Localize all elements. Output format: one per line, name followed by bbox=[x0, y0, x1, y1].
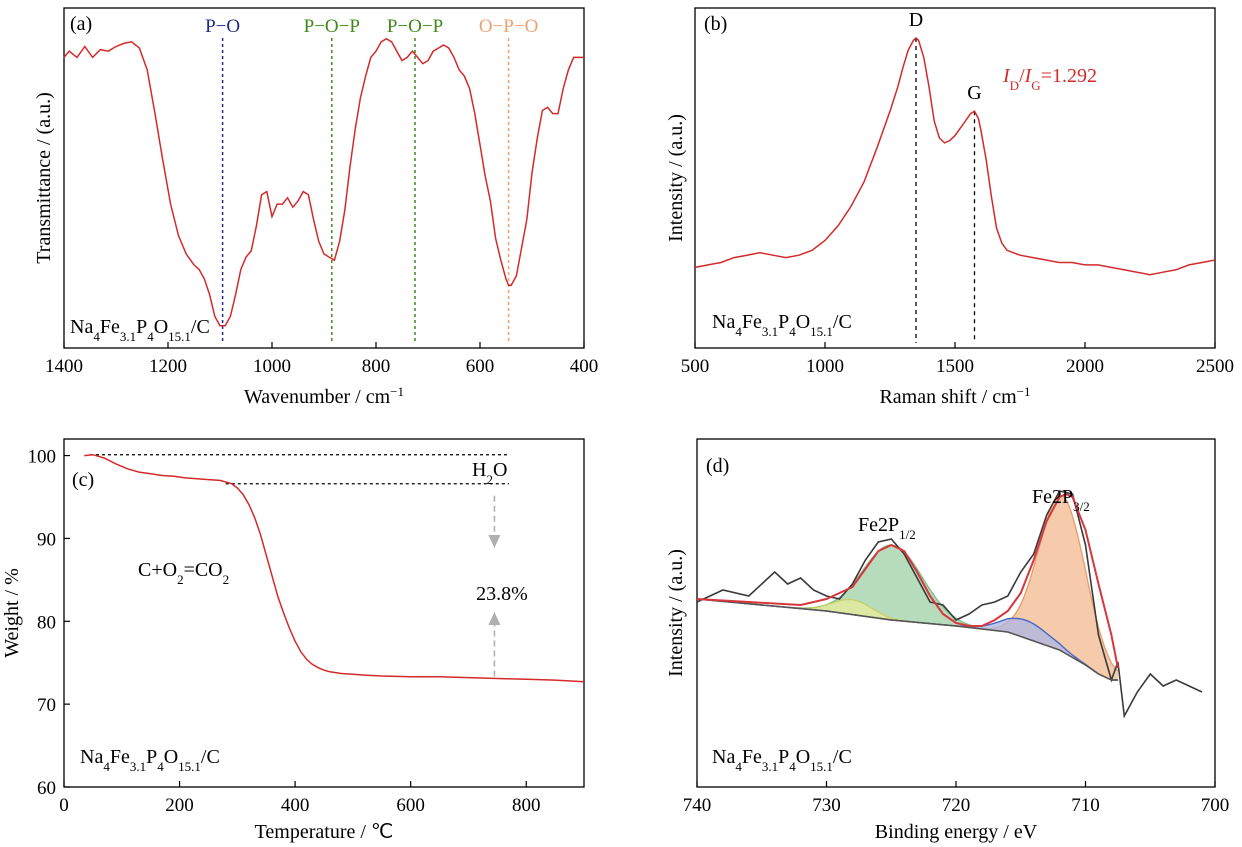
arrow-head-c bbox=[488, 535, 501, 548]
panel-d-marks: 740 730 720 710 700 bbox=[683, 490, 1230, 816]
x-tick-label-b: 2000 bbox=[1066, 356, 1104, 377]
arrow-head-c bbox=[488, 612, 501, 625]
x-tick-label-b: 1000 bbox=[806, 356, 844, 377]
x-tick-label-d: 740 bbox=[683, 795, 712, 816]
mass-loss-label-c: 23.8% bbox=[476, 583, 528, 605]
panel-b-marks: 500 1000 1500 2000 2500 D G bbox=[681, 9, 1234, 377]
panel-d: 740 730 720 710 700 (d) Fe2P1/2 Fe2P3/2 Na4F… bbox=[665, 438, 1230, 843]
x-tick-label-a: 600 bbox=[466, 356, 495, 377]
water-label-c: H2O bbox=[472, 459, 507, 487]
y-tick-label-c: 80 bbox=[37, 612, 56, 633]
x-tick-label-b: 500 bbox=[681, 356, 710, 377]
series-line-b bbox=[694, 36, 1216, 276]
x-tick-label-d: 710 bbox=[1071, 795, 1100, 816]
panel-a-marks: 1400 1200 1000 800 600 400 P−O P−O−P P−O−P O−P−O bbox=[45, 16, 598, 377]
background-line-d bbox=[696, 598, 1118, 681]
x-tick-label-b: 1500 bbox=[936, 356, 974, 377]
sample-label-d: Na4Fe3.1P4O15.1/C bbox=[712, 746, 852, 774]
plot-frame-c bbox=[63, 438, 585, 788]
panel-tag-b: (b) bbox=[704, 13, 727, 35]
x-tick-label-a: 400 bbox=[570, 356, 599, 377]
x-tick-label-a: 1200 bbox=[149, 356, 187, 377]
y-tick-label-c: 100 bbox=[28, 447, 57, 468]
component-area-d bbox=[697, 599, 1118, 680]
y-axis-label-c: Weight / % bbox=[1, 568, 23, 657]
x-axis-label-c: Temperature / ℃ bbox=[255, 821, 394, 843]
sample-label-c: Na4Fe3.1P4O15.1/C bbox=[80, 746, 220, 774]
annotation-label-a: O−P−O bbox=[479, 16, 538, 37]
annotation-label-a: P−O−P bbox=[304, 16, 360, 37]
raw-data-line-d bbox=[696, 490, 1203, 719]
x-tick-label-c: 0 bbox=[59, 795, 69, 816]
plot-frame-a bbox=[63, 7, 585, 349]
component-area-d bbox=[697, 495, 1118, 680]
panel-tag-d: (d) bbox=[706, 455, 729, 477]
y-axis-label-d: Intensity / (a.u.) bbox=[665, 549, 687, 677]
series-line-c bbox=[84, 453, 585, 683]
y-tick-label-c: 90 bbox=[37, 529, 56, 550]
x-tick-label-a: 1000 bbox=[253, 356, 291, 377]
panel-tag-a: (a) bbox=[70, 13, 92, 35]
x-tick-label-d: 700 bbox=[1201, 795, 1230, 816]
panel-b: 500 1000 1500 2000 2500 D G (b) ID/IG=1.292 Na… bbox=[665, 7, 1234, 409]
x-tick-label-a: 1400 bbox=[45, 356, 83, 377]
y-axis-label-b: Intensity / (a.u.) bbox=[665, 114, 687, 242]
ratio-label-b: ID/IG=1.292 bbox=[1002, 65, 1097, 93]
peak1-label-d: Fe2P1/2 bbox=[858, 514, 916, 542]
peak-label-b: G bbox=[967, 82, 981, 104]
annotation-label-a: P−O−P bbox=[387, 16, 443, 37]
y-tick-label-c: 60 bbox=[37, 778, 56, 799]
plot-frame-b bbox=[694, 7, 1216, 349]
annotation-label-a: P−O bbox=[205, 16, 240, 37]
x-axis-label-a: Wavenumber / cm−1 bbox=[244, 384, 404, 409]
x-axis-label-b: Raman shift / cm−1 bbox=[879, 384, 1030, 409]
x-tick-label-c: 600 bbox=[396, 795, 425, 816]
y-tick-label-c: 70 bbox=[37, 695, 56, 716]
panel-tag-c: (c) bbox=[72, 469, 94, 491]
y-axis-label-a: Transmittance / (a.u.) bbox=[33, 92, 55, 263]
x-tick-label-c: 200 bbox=[165, 795, 194, 816]
series-line-a bbox=[63, 37, 584, 327]
x-tick-label-d: 720 bbox=[942, 795, 971, 816]
x-tick-label-c: 400 bbox=[281, 795, 310, 816]
sample-label-a: Na4Fe3.1P4O15.1/C bbox=[70, 316, 210, 344]
x-axis-label-d: Binding energy / eV bbox=[875, 821, 1038, 843]
envelope-line-d bbox=[696, 492, 1119, 669]
component-area-d bbox=[697, 545, 1118, 680]
x-tick-label-a: 800 bbox=[362, 356, 391, 377]
sample-label-b: Na4Fe3.1P4O15.1/C bbox=[712, 311, 852, 339]
x-tick-label-c: 800 bbox=[512, 795, 541, 816]
reaction-label-c: C+O2=CO2 bbox=[138, 559, 229, 587]
plot-frame-d bbox=[696, 438, 1216, 788]
panel-c-marks: 0 200 400 600 800 60 70 80 90 100 bbox=[28, 447, 585, 816]
peak-label-b: D bbox=[909, 9, 923, 31]
x-tick-label-d: 730 bbox=[812, 795, 841, 816]
x-tick-label-b: 2500 bbox=[1196, 356, 1234, 377]
peak2-label-d: Fe2P3/2 bbox=[1032, 486, 1090, 514]
panel-c: 0 200 400 600 800 60 70 80 90 100 (c) C+O2=CO2 H2… bbox=[1, 438, 585, 843]
